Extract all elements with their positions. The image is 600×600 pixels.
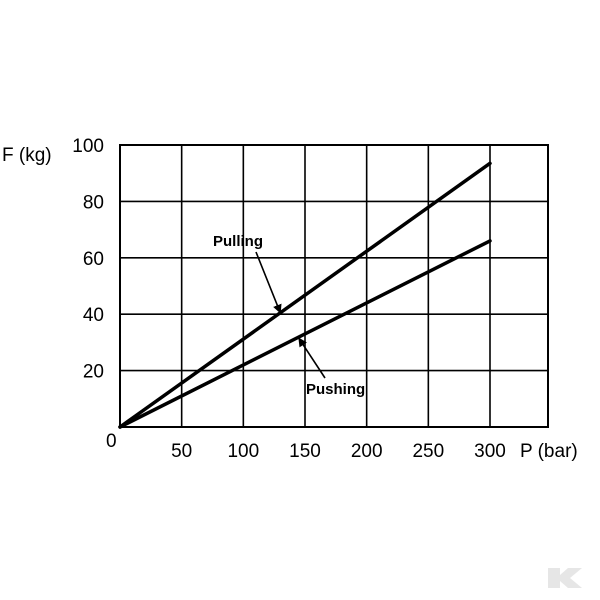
- y-tick-label: 40: [83, 305, 104, 326]
- plot-frame: [119, 144, 549, 428]
- annotations: Pulling Pushing: [213, 233, 365, 398]
- y-tick-label: 100: [72, 136, 104, 157]
- x-tick-label: 300: [474, 441, 506, 462]
- y-axis-label: F (kg): [2, 145, 52, 166]
- series-layer: [118, 161, 492, 429]
- annotation-arrow: [255, 251, 282, 314]
- x-tick-label: 200: [351, 441, 383, 462]
- x-tick-label: 50: [171, 441, 192, 462]
- tick-labels: 50 100 150 200 250 300 20 40 60 80 100: [72, 136, 506, 462]
- y-tick-label: 60: [83, 249, 104, 270]
- y-tick-label: 80: [83, 192, 104, 213]
- kramp-k-logo-icon: [548, 568, 582, 588]
- series-line-pulling: [118, 161, 492, 429]
- y-tick-label: 20: [83, 362, 104, 383]
- series-line-pushing: [118, 239, 492, 429]
- origin-tick-label: 0: [106, 431, 117, 452]
- annotation-label-pushing: Pushing: [306, 381, 365, 398]
- annotation-arrow: [298, 337, 326, 379]
- x-tick-label: 100: [227, 441, 259, 462]
- x-axis-label: P (bar): [520, 441, 578, 462]
- annotation-label-pulling: Pulling: [213, 233, 263, 250]
- x-tick-label: 250: [412, 441, 444, 462]
- x-tick-label: 150: [289, 441, 321, 462]
